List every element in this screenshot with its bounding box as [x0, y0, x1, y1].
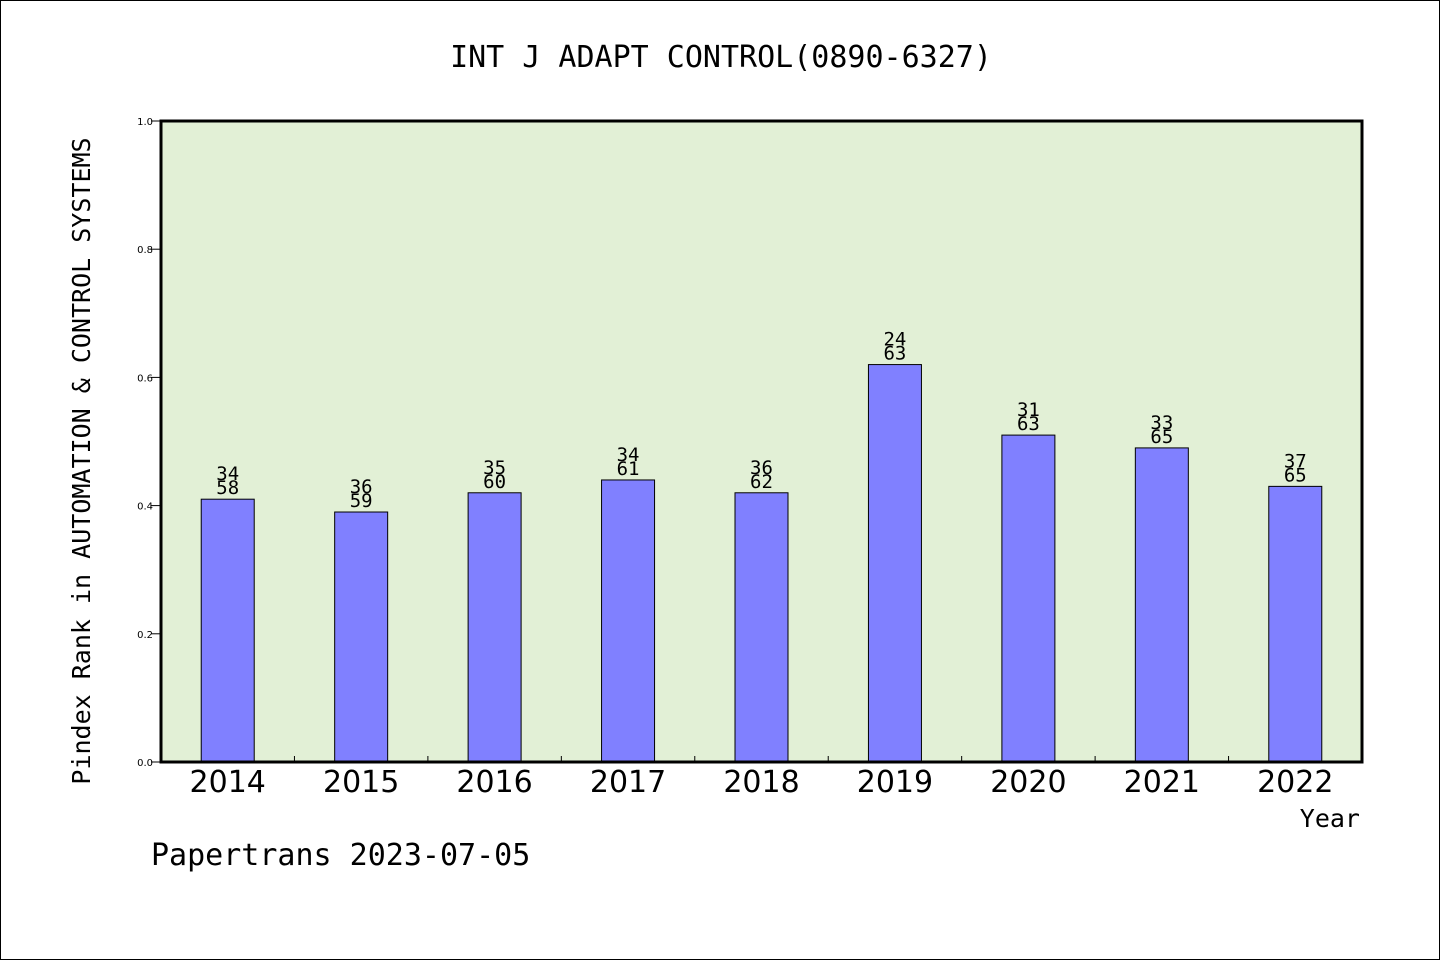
y-tick-label: 0.4 — [137, 502, 153, 513]
y-axis: 0.0 0.2 0.4 0.6 0.8 1.0 — [137, 117, 161, 769]
bar-total-label: 65 — [1284, 464, 1307, 486]
x-tick-labels: 2014 2015 2016 2017 2018 2019 2020 2021 2022 — [190, 765, 1334, 800]
bar-total-label: 58 — [216, 477, 239, 499]
bar — [334, 511, 389, 763]
bar-rank-label: 36 — [350, 476, 373, 498]
y-tick-label: 0.6 — [137, 373, 153, 384]
bar — [867, 364, 922, 763]
bar-rank-label: 31 — [1017, 399, 1040, 421]
y-axis-label: Pindex Rank in AUTOMATION & CONTROL SYST… — [67, 137, 96, 784]
bar-total-label: 63 — [1017, 413, 1040, 435]
bar — [1268, 485, 1323, 763]
bar-total-label: 61 — [617, 458, 640, 480]
bar-total-label: 63 — [883, 343, 906, 365]
x-tick-label: 2014 — [190, 765, 266, 800]
bar-rank-label: 24 — [883, 329, 906, 351]
bar-rank-label: 35 — [483, 457, 506, 479]
bar-rank-label: 37 — [1284, 450, 1307, 472]
plot-border — [159, 119, 1364, 764]
x-tick-label: 2020 — [990, 765, 1066, 800]
x-axis-label: Year — [1300, 804, 1360, 833]
bar-rank-label: 34 — [617, 444, 640, 466]
bar-rank-label: 33 — [1150, 412, 1173, 434]
bar-rank-label: 34 — [216, 463, 239, 485]
bar — [601, 479, 656, 763]
x-tick-label: 2019 — [857, 765, 933, 800]
bar — [467, 492, 522, 763]
bar — [200, 498, 255, 763]
x-tick-label: 2016 — [456, 765, 532, 800]
bar — [1001, 434, 1056, 763]
y-tick-label: 0.2 — [137, 630, 153, 641]
bar-total-label: 59 — [350, 490, 373, 512]
bar — [1134, 447, 1189, 763]
bar-total-label: 60 — [483, 471, 506, 493]
bar-total-label: 65 — [1150, 426, 1173, 448]
y-tick-label: 1.0 — [137, 117, 153, 128]
x-tick-label: 2022 — [1257, 765, 1333, 800]
y-tick-label: 0.0 — [137, 758, 153, 769]
bar-rank-label: 36 — [750, 457, 773, 479]
x-tick-label: 2021 — [1124, 765, 1200, 800]
x-tick-label: 2017 — [590, 765, 666, 800]
bar — [734, 492, 789, 763]
x-tick-label: 2018 — [723, 765, 799, 800]
footer-credit: Papertrans 2023-07-05 — [151, 838, 530, 873]
chart-title: INT J ADAPT CONTROL(0890-6327) — [450, 40, 992, 75]
y-tick-label: 0.8 — [137, 245, 153, 256]
x-tick-label: 2015 — [323, 765, 399, 800]
bar-total-label: 62 — [750, 471, 773, 493]
